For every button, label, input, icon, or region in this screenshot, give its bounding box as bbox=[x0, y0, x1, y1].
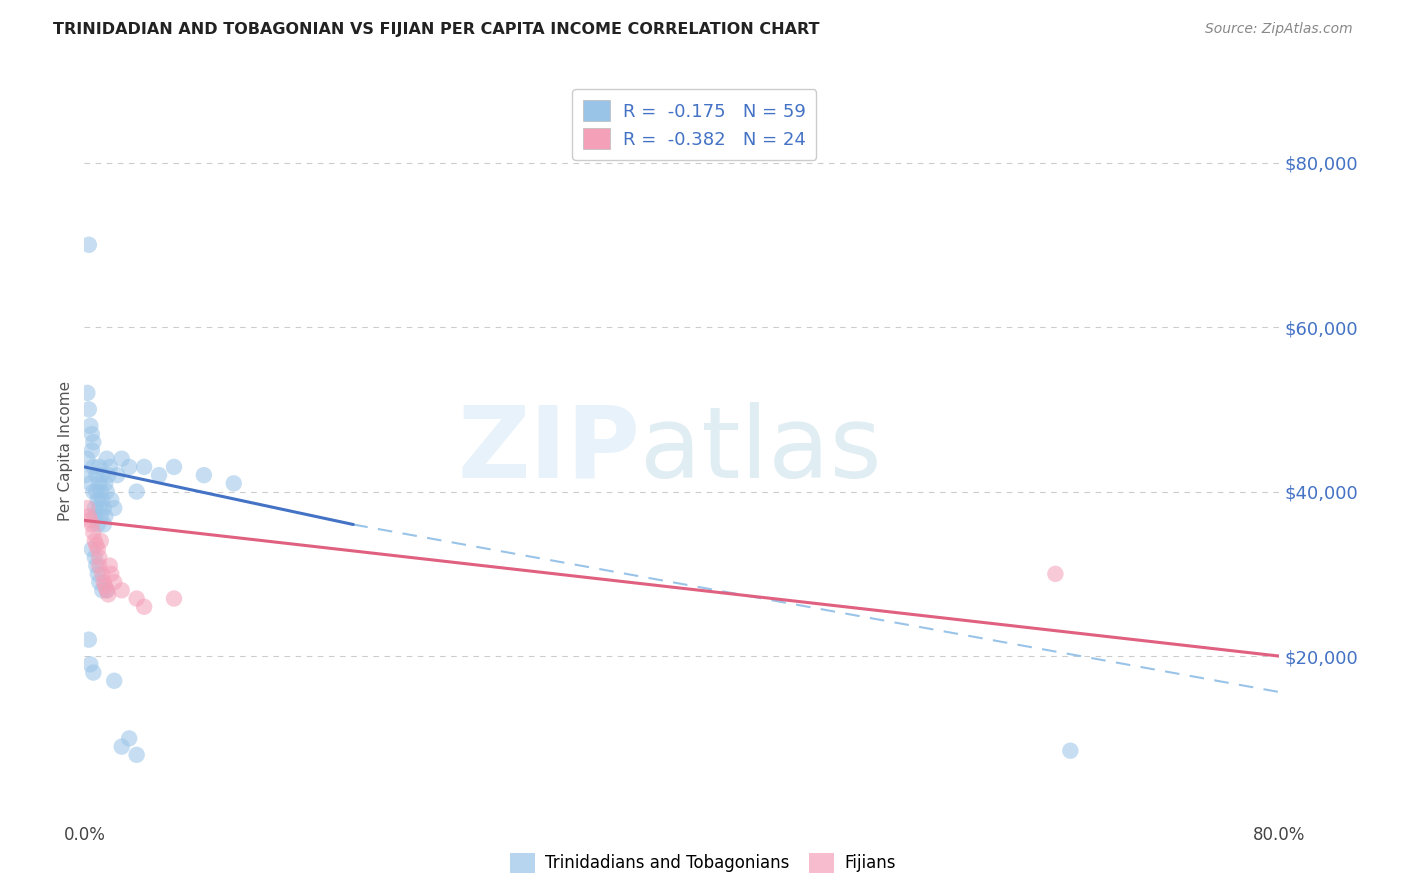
Point bbox=[79, 418, 101, 433]
Point bbox=[91, 492, 114, 507]
Point bbox=[76, 501, 98, 516]
Point bbox=[80, 427, 103, 442]
Point bbox=[97, 468, 120, 483]
Point bbox=[163, 591, 186, 606]
Point bbox=[111, 583, 134, 598]
Point bbox=[100, 492, 122, 507]
Point bbox=[82, 459, 104, 474]
Point bbox=[98, 459, 121, 474]
Point bbox=[79, 513, 101, 527]
Point bbox=[96, 583, 118, 598]
Point bbox=[89, 459, 111, 474]
Point bbox=[193, 468, 215, 483]
Point bbox=[82, 525, 104, 540]
Y-axis label: Per Capita Income: Per Capita Income bbox=[58, 380, 73, 521]
Point bbox=[80, 443, 103, 458]
Point bbox=[80, 542, 103, 557]
Point bbox=[125, 591, 148, 606]
Point bbox=[82, 435, 104, 450]
Point bbox=[100, 566, 122, 581]
Point bbox=[77, 632, 100, 647]
Point bbox=[90, 484, 112, 499]
Text: Source: ZipAtlas.com: Source: ZipAtlas.com bbox=[1205, 22, 1353, 37]
Point bbox=[87, 517, 110, 532]
Point bbox=[103, 673, 125, 688]
Point bbox=[76, 451, 98, 466]
Point bbox=[125, 747, 148, 762]
Point bbox=[132, 459, 156, 474]
Point bbox=[82, 484, 104, 499]
Point bbox=[87, 542, 110, 557]
Point bbox=[93, 501, 115, 516]
Point bbox=[86, 558, 108, 573]
Point bbox=[148, 468, 170, 483]
Point bbox=[82, 665, 104, 680]
Point bbox=[91, 566, 114, 581]
Point bbox=[83, 533, 105, 548]
Point bbox=[93, 575, 115, 590]
Point bbox=[103, 501, 125, 516]
Point bbox=[79, 476, 101, 491]
Point bbox=[79, 657, 101, 672]
Point bbox=[75, 468, 97, 483]
Text: ZIP: ZIP bbox=[457, 402, 640, 499]
Point bbox=[90, 509, 112, 524]
Point bbox=[89, 476, 111, 491]
Point bbox=[86, 468, 108, 483]
Point bbox=[96, 484, 118, 499]
Point bbox=[125, 484, 148, 499]
Point bbox=[111, 451, 134, 466]
Point bbox=[132, 599, 156, 614]
Point bbox=[111, 739, 134, 754]
Point bbox=[89, 501, 111, 516]
Point bbox=[94, 579, 117, 593]
Point bbox=[118, 459, 141, 474]
Point bbox=[86, 538, 108, 552]
Point bbox=[94, 509, 117, 524]
Point bbox=[89, 575, 111, 590]
Point bbox=[1045, 566, 1067, 581]
Point bbox=[76, 385, 98, 400]
Point bbox=[97, 587, 120, 601]
Point bbox=[1059, 744, 1081, 758]
Point bbox=[118, 731, 141, 746]
Point bbox=[105, 468, 128, 483]
Text: atlas: atlas bbox=[640, 402, 882, 499]
Point bbox=[163, 459, 186, 474]
Text: TRINIDADIAN AND TOBAGONIAN VS FIJIAN PER CAPITA INCOME CORRELATION CHART: TRINIDADIAN AND TOBAGONIAN VS FIJIAN PER… bbox=[53, 22, 820, 37]
Point bbox=[83, 509, 105, 524]
Point bbox=[77, 237, 100, 252]
Point bbox=[91, 468, 114, 483]
Point bbox=[96, 583, 118, 598]
Point bbox=[77, 509, 100, 524]
Point bbox=[77, 402, 100, 417]
Point bbox=[90, 533, 112, 548]
Point bbox=[87, 492, 110, 507]
Point bbox=[89, 550, 111, 565]
Point bbox=[98, 558, 121, 573]
Point bbox=[89, 558, 111, 573]
Point bbox=[83, 501, 105, 516]
Point bbox=[103, 575, 125, 590]
Point bbox=[96, 451, 118, 466]
Point bbox=[86, 484, 108, 499]
Legend: Trinidadians and Tobagonians, Fijians: Trinidadians and Tobagonians, Fijians bbox=[503, 847, 903, 880]
Legend: R =  -0.175   N = 59, R =  -0.382   N = 24: R = -0.175 N = 59, R = -0.382 N = 24 bbox=[572, 89, 817, 160]
Point bbox=[222, 476, 245, 491]
Point bbox=[91, 583, 114, 598]
Point bbox=[93, 517, 115, 532]
Point bbox=[80, 517, 103, 532]
Point bbox=[87, 566, 110, 581]
Point bbox=[83, 550, 105, 565]
Point bbox=[94, 476, 117, 491]
